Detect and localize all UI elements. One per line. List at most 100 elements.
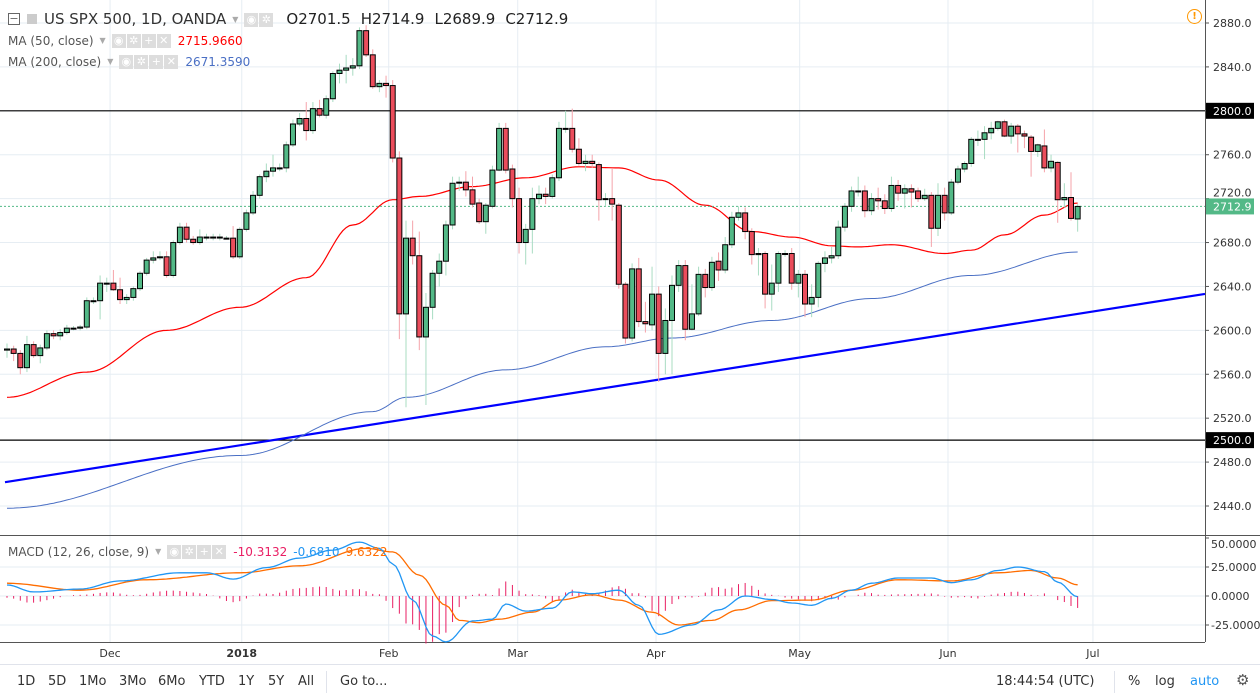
eye-icon[interactable]: ◉: [244, 12, 259, 27]
chevron-down-icon[interactable]: ▼: [155, 547, 162, 556]
candle-body: [289, 123, 296, 146]
candle-body: [163, 256, 170, 276]
chevron-down-icon[interactable]: ▼: [107, 57, 114, 66]
range-1y[interactable]: 1Y: [238, 674, 255, 689]
plus-icon[interactable]: +: [149, 55, 164, 69]
time-tick-label: Apr: [647, 647, 667, 660]
collapse-icon[interactable]: −: [8, 12, 20, 25]
candle: [442, 220, 449, 276]
trendline: [4, 292, 1206, 484]
candle-body: [469, 189, 476, 205]
close-icon[interactable]: ✕: [164, 55, 179, 69]
candle-body: [1048, 160, 1055, 169]
log-toggle[interactable]: log: [1155, 674, 1175, 689]
candle-body: [110, 282, 117, 291]
candle: [409, 220, 416, 265]
gear-icon[interactable]: ✲: [182, 545, 197, 559]
range-1d[interactable]: 1D: [17, 674, 36, 689]
range-5y[interactable]: 5Y: [268, 674, 285, 689]
candle: [1061, 183, 1068, 208]
candle: [536, 185, 542, 205]
candle-body: [928, 194, 935, 229]
candle: [609, 168, 616, 221]
candle-body: [662, 319, 669, 354]
candle: [888, 176, 895, 212]
ma200-legend: MA (200, close) ▼ ◉ ✲ + ✕ 2671.3590: [8, 54, 250, 69]
candle: [250, 190, 257, 216]
range-all[interactable]: All: [298, 674, 315, 689]
candle: [562, 110, 569, 133]
eye-icon[interactable]: ◉: [167, 545, 182, 559]
plus-icon[interactable]: +: [197, 545, 212, 559]
candle-body: [316, 108, 323, 116]
range-ytd[interactable]: YTD: [199, 674, 225, 689]
candle-body: [549, 177, 556, 197]
candle-body: [123, 296, 130, 301]
candle: [549, 174, 556, 199]
candle: [855, 176, 862, 197]
candle: [376, 80, 383, 93]
range-1mo[interactable]: 1Mo: [79, 674, 107, 689]
divider: [1114, 671, 1115, 693]
candle: [23, 335, 30, 373]
candle-body: [775, 253, 782, 284]
candle: [1074, 204, 1081, 232]
close-icon[interactable]: ✕: [212, 545, 227, 559]
chart-canvas[interactable]: 2880.0 2840.0 2760.0 2720.0 2680.0 2640.0 2600…: [0, 0, 1260, 664]
candle-body: [954, 168, 961, 183]
macd-signal-line: [6, 547, 1078, 626]
gear-icon[interactable]: ✲: [126, 34, 141, 48]
candle-body: [642, 321, 649, 325]
candle: [137, 271, 143, 291]
percent-toggle[interactable]: %: [1128, 674, 1141, 689]
alert-icon[interactable]: !: [1187, 9, 1202, 24]
settings-gear-icon[interactable]: ⚙: [1236, 671, 1250, 689]
candle: [635, 257, 642, 328]
candle-body: [669, 284, 675, 321]
candle-body: [875, 198, 882, 202]
candle: [682, 260, 689, 341]
candle-body: [496, 127, 503, 171]
price-level-badge-label: 2500.0: [1213, 434, 1252, 447]
gear-icon[interactable]: ✲: [259, 12, 274, 27]
chevron-down-icon[interactable]: ▼: [232, 14, 239, 24]
candle-body: [602, 198, 609, 201]
plus-icon[interactable]: +: [141, 34, 156, 48]
time-tick-label: Mar: [507, 647, 528, 660]
candle: [742, 207, 749, 240]
range-3mo[interactable]: 3Mo: [119, 674, 147, 689]
candle-body: [888, 184, 895, 210]
candle-body: [196, 236, 203, 244]
close-icon[interactable]: ✕: [156, 34, 171, 48]
candle-body: [622, 283, 629, 339]
range-6mo[interactable]: 6Mo: [158, 674, 186, 689]
candle: [981, 126, 988, 160]
eye-icon[interactable]: ◉: [111, 34, 126, 48]
macd-tick-label: 25.0000: [1211, 561, 1257, 574]
candle: [263, 163, 270, 183]
candle: [349, 58, 356, 76]
ma200-label[interactable]: MA (200, close): [8, 54, 102, 69]
chevron-down-icon[interactable]: ▼: [99, 36, 106, 45]
candle: [755, 248, 762, 276]
candle-body: [409, 237, 416, 257]
range-5d[interactable]: 5D: [48, 674, 67, 689]
candle-body: [43, 333, 50, 349]
candle: [309, 102, 316, 134]
goto-button[interactable]: Go to...: [340, 674, 388, 689]
time-tick-label: May: [788, 647, 811, 660]
ma50-label[interactable]: MA (50, close): [8, 33, 94, 48]
candle-body: [369, 54, 376, 88]
eye-icon[interactable]: ◉: [119, 55, 134, 69]
symbol-title[interactable]: US SPX 500, 1D, OANDA: [44, 10, 227, 28]
candle-body: [17, 352, 24, 369]
candle-body: [283, 144, 290, 169]
macd-label[interactable]: MACD (12, 26, close, 9): [8, 544, 150, 559]
candle: [961, 161, 968, 173]
gear-icon[interactable]: ✲: [134, 55, 149, 69]
candle: [516, 187, 523, 254]
auto-toggle[interactable]: auto: [1190, 674, 1220, 689]
candle-body: [63, 327, 70, 334]
candle: [283, 141, 290, 173]
candle-body: [1074, 205, 1081, 220]
